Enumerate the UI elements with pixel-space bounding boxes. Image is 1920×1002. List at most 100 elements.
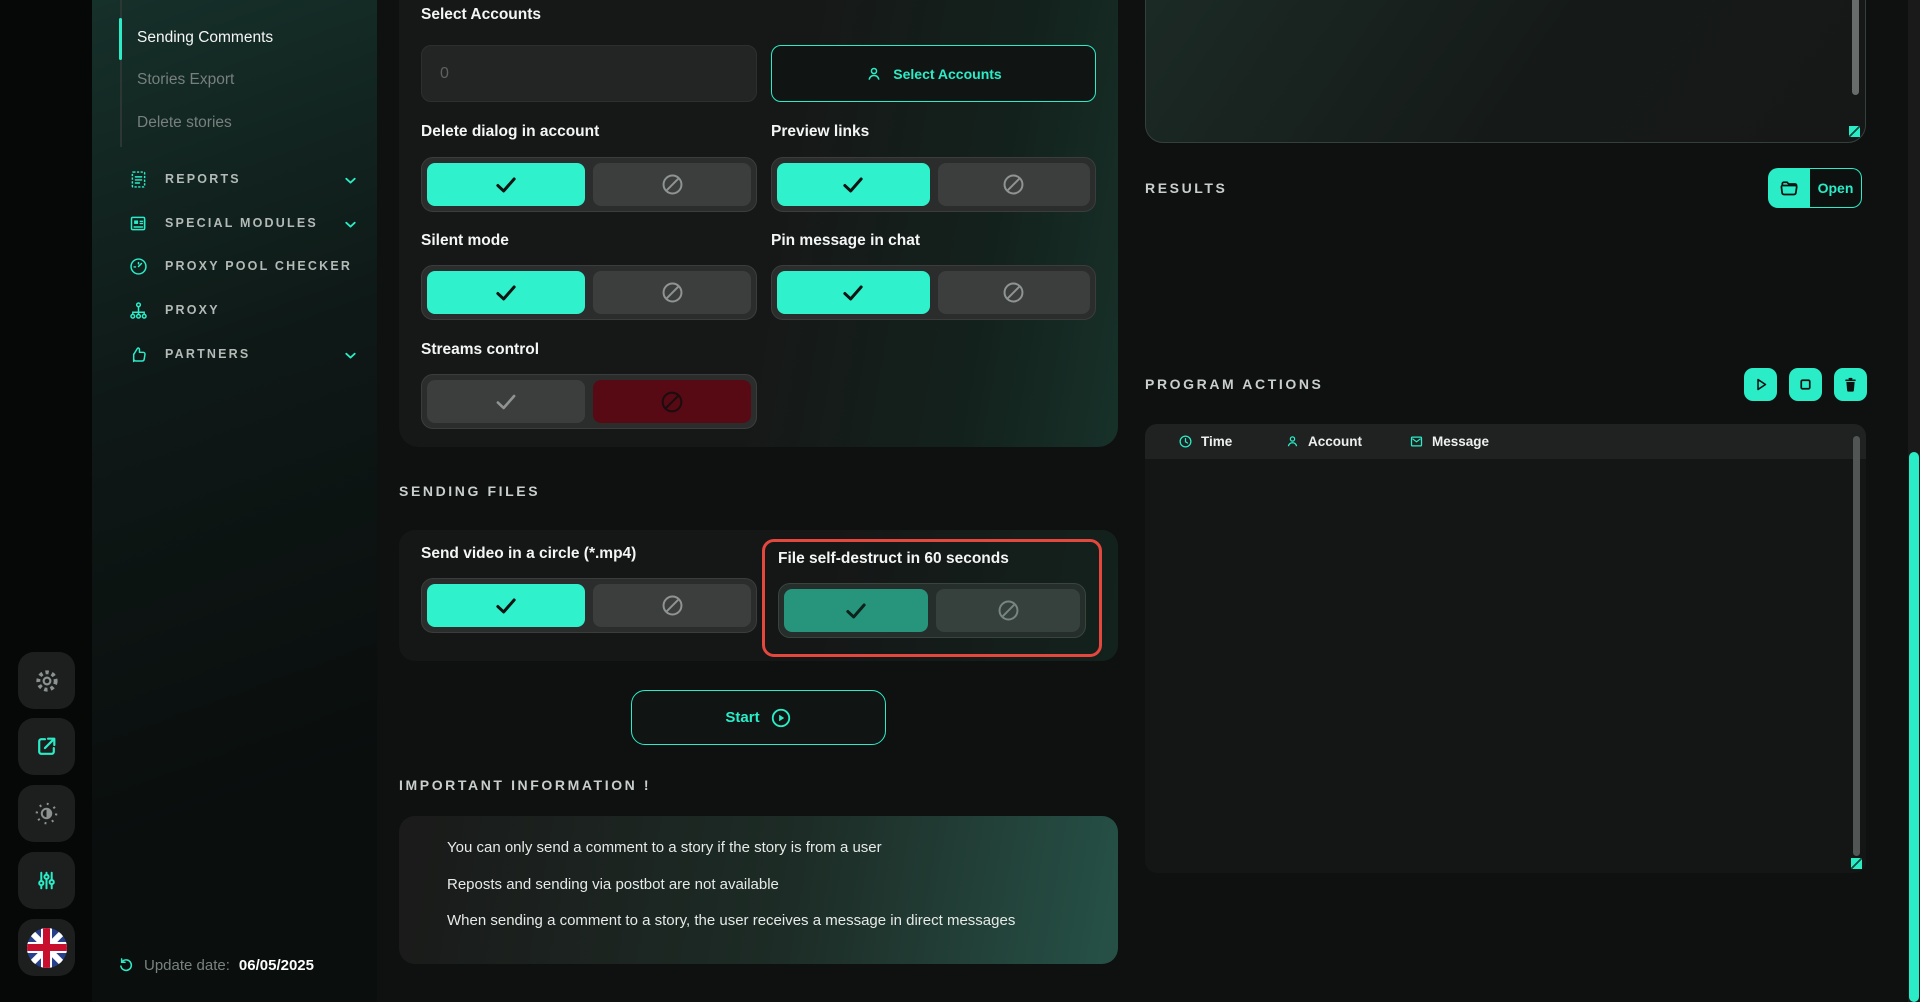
toggle-no-button[interactable] (593, 380, 751, 423)
chevron-down-icon (342, 216, 359, 233)
column-header-time: Time (1178, 424, 1232, 459)
external-link-button[interactable] (18, 718, 75, 775)
column-header-message: Message (1409, 424, 1489, 459)
start-button-label: Start (725, 709, 760, 726)
toggle-no-button[interactable] (937, 271, 1090, 314)
mail-icon (1409, 434, 1424, 449)
right-panel: RESULTS Open PROGRAM ACTIONS Time (1145, 0, 1867, 1002)
table-scrollbar[interactable] (1853, 436, 1860, 856)
sidebar-item-proxy-pool-checker[interactable]: PROXY POOL CHECKER (92, 253, 377, 281)
important-info-heading: IMPORTANT INFORMATION ! (399, 777, 652, 793)
sidebar: Sending Comments Stories Export Delete s… (92, 0, 377, 1002)
folder-icon (1768, 168, 1810, 208)
person-icon (1285, 434, 1300, 449)
sidebar-item-proxy[interactable]: PROXY (92, 297, 377, 325)
chevron-down-icon (342, 347, 359, 364)
sidebar-item-reports[interactable]: REPORTS (92, 166, 377, 194)
uk-flag-icon (26, 927, 67, 968)
newspaper-icon (128, 213, 149, 234)
stop-button[interactable] (1789, 368, 1822, 401)
clear-button[interactable] (1834, 368, 1867, 401)
toggle-streams-control (421, 374, 757, 429)
toggle-yes-button[interactable] (427, 584, 585, 627)
toggle-yes-button[interactable] (784, 589, 928, 632)
output-textarea[interactable] (1145, 0, 1866, 143)
toggle-silent-mode (421, 265, 757, 320)
play-icon (1752, 376, 1769, 393)
sidebar-item-label: REPORTS (165, 172, 241, 186)
sidebar-item-sending-comments[interactable]: Sending Comments (137, 29, 274, 46)
page-scrollbar-thumb[interactable] (1909, 452, 1919, 1002)
table-header-row: Time Account Message (1145, 424, 1866, 459)
toggle-no-button[interactable] (593, 163, 751, 206)
toggle-preview-links (771, 157, 1096, 212)
filters-button[interactable] (18, 852, 75, 909)
sidebar-item-special-modules[interactable]: SPECIAL MODULES (92, 210, 377, 238)
program-actions-heading: PROGRAM ACTIONS (1145, 376, 1324, 392)
refresh-icon[interactable] (117, 956, 135, 974)
toggle-label: Preview links (771, 123, 870, 140)
thumbs-up-icon (128, 344, 149, 365)
info-line: You can only send a comment to a story i… (447, 839, 882, 856)
accounts-count-input[interactable] (421, 45, 757, 102)
settings-card: Select Accounts Select Accounts Delete d… (399, 0, 1118, 447)
toggle-label: File self-destruct in 60 seconds (778, 550, 1009, 567)
stop-icon (1797, 376, 1814, 393)
gear-icon (34, 668, 60, 694)
start-button[interactable]: Start (631, 690, 886, 745)
clock-icon (1178, 434, 1193, 449)
toggle-yes-button[interactable] (777, 163, 930, 206)
important-info-card: You can only send a comment to a story i… (399, 816, 1118, 964)
toggle-yes-button[interactable] (427, 380, 585, 423)
sidebar-item-label: SPECIAL MODULES (165, 216, 318, 230)
toggle-yes-button[interactable] (427, 271, 585, 314)
network-icon (128, 300, 149, 321)
external-link-icon (34, 734, 59, 759)
select-accounts-label: Select Accounts (421, 6, 542, 23)
toggle-yes-button[interactable] (777, 271, 930, 314)
open-results-button[interactable]: Open (1768, 168, 1862, 208)
trash-icon (1842, 376, 1859, 393)
toggle-no-button[interactable] (593, 271, 751, 314)
table-resize-grip[interactable] (1851, 858, 1862, 869)
toggle-no-button[interactable] (937, 163, 1090, 206)
column-header-label: Time (1201, 434, 1233, 449)
toggle-yes-button[interactable] (427, 163, 585, 206)
theme-toggle-button[interactable] (18, 785, 75, 842)
left-icon-rail (0, 0, 92, 1002)
highlight-red-border: File self-destruct in 60 seconds (762, 539, 1102, 657)
language-button[interactable] (18, 919, 75, 976)
toggle-label: Send video in a circle (*.mp4) (421, 545, 637, 562)
sidebar-item-stories-export[interactable]: Stories Export (137, 71, 235, 88)
select-accounts-button[interactable]: Select Accounts (771, 45, 1096, 102)
sending-files-heading: SENDING FILES (399, 483, 541, 499)
sidebar-item-label: PROXY POOL CHECKER (165, 259, 353, 273)
toggle-delete-dialog (421, 157, 757, 212)
info-line: When sending a comment to a story, the u… (447, 912, 1016, 929)
select-accounts-button-label: Select Accounts (893, 65, 1002, 82)
update-date-row: Update date: 06/05/2025 (117, 956, 314, 974)
settings-button[interactable] (18, 652, 75, 709)
column-header-label: Message (1432, 434, 1490, 449)
column-header-account: Account (1285, 424, 1362, 459)
toggle-file-self-destruct (778, 583, 1086, 638)
toggle-send-video-circle (421, 578, 757, 633)
submenu-indent-line (120, 0, 122, 147)
sidebar-item-label: PROXY (165, 303, 220, 317)
person-icon (865, 65, 883, 83)
toggle-no-button[interactable] (593, 584, 751, 627)
gauge-icon (128, 256, 149, 277)
toggle-no-button[interactable] (936, 589, 1080, 632)
output-scrollbar[interactable] (1852, 0, 1859, 95)
output-resize-grip[interactable] (1849, 126, 1860, 137)
run-button[interactable] (1744, 368, 1777, 401)
toggle-label: Streams control (421, 341, 540, 358)
brightness-icon (33, 800, 60, 827)
sending-files-card: Send video in a circle (*.mp4) File self… (399, 530, 1118, 661)
sidebar-item-partners[interactable]: PARTNERS (92, 341, 377, 369)
main-content: Select Accounts Select Accounts Delete d… (399, 0, 1118, 1002)
sidebar-item-delete-stories[interactable]: Delete stories (137, 114, 232, 131)
chevron-down-icon (342, 172, 359, 189)
receipt-icon (128, 169, 149, 190)
